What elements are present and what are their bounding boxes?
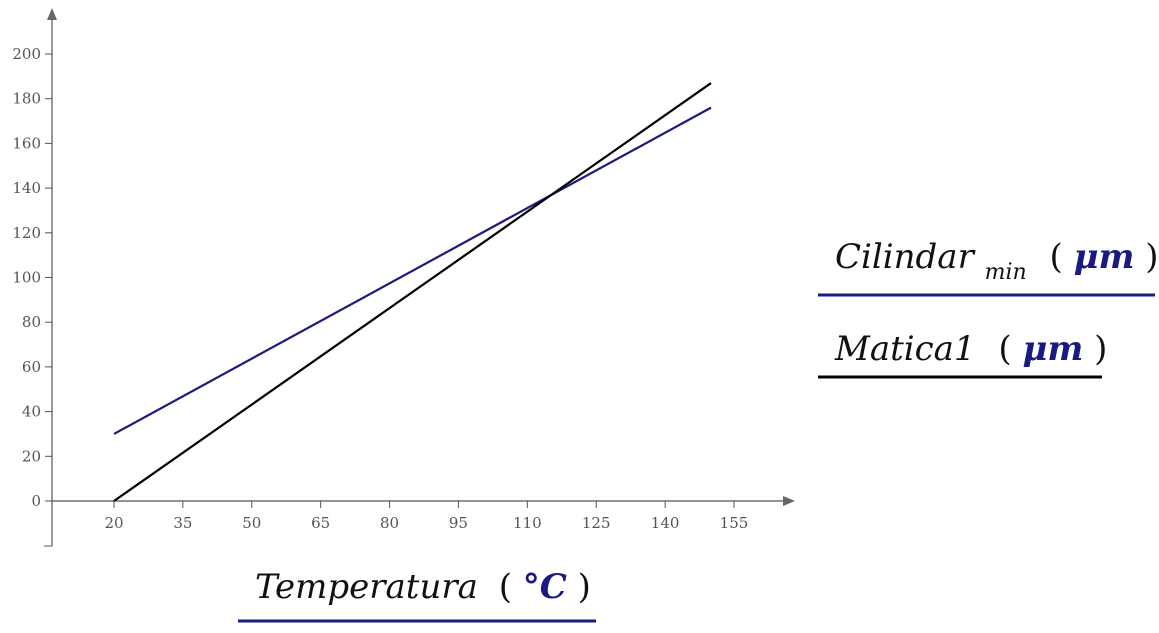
y-tick-label: 120 xyxy=(12,224,41,242)
x-tick-label: 110 xyxy=(513,514,542,532)
x-axis-label-unit: °C xyxy=(523,567,567,607)
legend-cilindar-close: ) xyxy=(1145,237,1158,277)
x-axis-label-close: ) xyxy=(578,567,591,607)
y-ticks: 0 20 40 60 80 100 120 140 160 180 200 xyxy=(12,45,52,547)
legend-entry-cilindar-min: Cilindar min ( μm ) xyxy=(818,237,1159,297)
axes: 20 35 50 65 80 95 110 125 140 155 0 20 40 60 80 100 120… xyxy=(12,8,795,547)
x-tick-label: 80 xyxy=(380,514,399,532)
svg-text:Cilindar min (: Cilindar min ( μm ) xyxy=(835,237,1159,288)
y-tick-label: 140 xyxy=(12,179,41,197)
y-tick-label: 200 xyxy=(12,45,41,63)
x-tick-label: 20 xyxy=(104,514,123,532)
y-tick-label: 60 xyxy=(22,358,41,376)
legend-cilindar-main: Cilindar xyxy=(835,237,976,277)
x-tick-label: 125 xyxy=(582,514,611,532)
y-tick-label: 80 xyxy=(22,313,41,331)
legend-matica-close: ) xyxy=(1094,329,1107,369)
legend: Cilindar min ( μm ) Matica1 ( μm ) xyxy=(818,237,1159,379)
x-tick-label: 50 xyxy=(242,514,261,532)
svg-text:Matica1 ( μm: Matica1 ( μm ) xyxy=(834,329,1107,369)
y-tick-label: 160 xyxy=(12,134,41,152)
y-axis-arrow-icon xyxy=(47,8,57,20)
x-axis-label: Temperatura ( °C ) xyxy=(238,567,596,623)
legend-cilindar-sub: min xyxy=(985,260,1027,285)
svg-text:Temperatura ( °C: Temperatura ( °C ) xyxy=(255,567,591,607)
series-line-matica1 xyxy=(113,82,712,502)
x-axis-label-name: Temperatura xyxy=(255,567,478,607)
series-lines xyxy=(113,82,712,502)
y-tick-label: 20 xyxy=(22,447,41,465)
y-tick-label: 40 xyxy=(22,403,41,421)
series-line-cilindar-min xyxy=(113,106,712,435)
y-tick-label: 0 xyxy=(31,492,41,510)
legend-cilindar-open: ( xyxy=(1050,237,1063,277)
x-axis-label-open: ( xyxy=(499,567,512,607)
x-tick-label: 140 xyxy=(651,514,680,532)
x-tick-label: 65 xyxy=(311,514,330,532)
legend-matica-main: Matica1 xyxy=(834,329,976,369)
legend-matica-open: ( xyxy=(998,329,1011,369)
x-ticks: 20 35 50 65 80 95 110 125 140 155 xyxy=(104,501,748,532)
legend-matica-unit: μm xyxy=(1022,329,1083,369)
y-tick-label: 180 xyxy=(12,90,41,108)
legend-cilindar-unit: μm xyxy=(1074,237,1135,277)
x-tick-label: 35 xyxy=(173,514,192,532)
x-axis-arrow-icon xyxy=(783,496,795,506)
legend-entry-matica1: Matica1 ( μm ) xyxy=(818,329,1107,379)
x-tick-label: 155 xyxy=(720,514,749,532)
x-tick-label: 95 xyxy=(449,514,468,532)
y-tick-label: 100 xyxy=(12,269,41,287)
